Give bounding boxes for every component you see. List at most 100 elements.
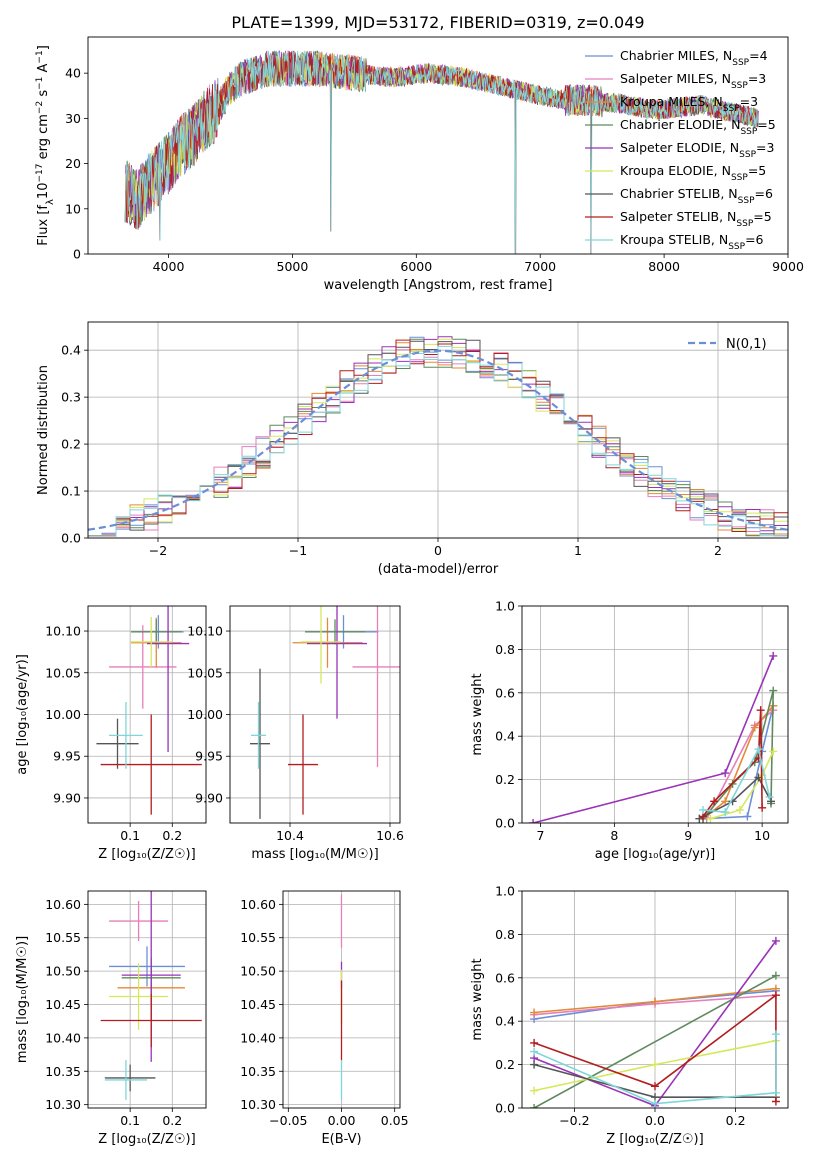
weight-series-3	[533, 974, 777, 1108]
y-tick-label: 9.95	[195, 749, 223, 764]
histogram-series-8	[88, 345, 788, 537]
axes-frame	[87, 321, 789, 539]
weight-series-2	[702, 705, 774, 820]
y-tick-label: 10.50	[45, 964, 81, 979]
errorbar-point-4	[147, 606, 190, 753]
errorbar-point-6	[250, 668, 270, 819]
y-tick-label: 0.3	[61, 390, 81, 405]
weight-marker	[769, 651, 778, 660]
weight-marker	[771, 971, 780, 980]
x-tick-label: −0.05	[269, 1113, 307, 1128]
y-tick-label: 9.90	[53, 790, 81, 805]
x-tick-label: 0.05	[381, 1113, 409, 1128]
x-tick-label: −2	[149, 543, 167, 558]
age-vs-metallicity-panel: 0.1 0.2 9.90 9.95 10.00 10.05 10.10 Z [log₁₀(Z/…	[15, 605, 207, 862]
plot-area	[100, 891, 202, 1100]
y-tick-label: 0.4	[495, 1014, 515, 1029]
y-tick-label: 10.30	[45, 1097, 81, 1112]
y-tick-label: 0.0	[495, 816, 515, 831]
axes-frame	[87, 890, 207, 1109]
y-tick-label: 40	[65, 66, 81, 81]
weight-marker	[754, 745, 763, 754]
weight-vs-metallicity-panel: −0.2 0.0 0.2 0.0 0.2 0.4 0.6 0.8 1.0 Z [log₁₀(Z/Z…	[470, 884, 789, 1147]
y-tick-label: 1.0	[495, 599, 515, 614]
errorbar-point-1	[109, 901, 169, 942]
weight-series-8	[533, 1034, 777, 1105]
x-axis-label: Z [log₁₀(Z/Z☉)]	[98, 847, 195, 862]
x-tick-label: 2	[714, 543, 722, 558]
x-tick-label: 9	[684, 828, 692, 843]
errorbar-point-6	[104, 1064, 156, 1092]
weight-marker	[651, 1082, 659, 1091]
y-tick-label: 0.4	[61, 343, 81, 358]
errorbar-point-5	[109, 963, 169, 1030]
weight-marker	[769, 747, 778, 756]
histogram-series-7	[88, 339, 788, 537]
weight-marker	[651, 1099, 659, 1108]
x-tick-label: 10.4	[276, 828, 304, 843]
weight-marker	[530, 1047, 539, 1056]
x-tick-label: 0.1	[120, 828, 140, 843]
legend-entry: Salpeter ELODIE, NSSP=3	[620, 140, 774, 160]
weight-marker	[771, 1097, 780, 1106]
weight-marker	[530, 1008, 539, 1017]
y-tick-label: 10.30	[240, 1097, 276, 1112]
y-tick-label: 10.40	[240, 1030, 276, 1045]
y-tick-label: 10.45	[240, 997, 276, 1012]
y-tick-label: 9.95	[53, 749, 81, 764]
x-axis-label: Z [log₁₀(Z/Z☉)]	[98, 1132, 195, 1147]
y-tick-label: 0.2	[495, 1057, 515, 1072]
spectrum-line-4	[124, 50, 759, 226]
y-tick-label: 10.10	[187, 624, 223, 639]
errorbar-point-8	[104, 1059, 147, 1100]
weight-marker	[721, 769, 730, 778]
legend-entry: Salpeter MILES, NSSP=3	[620, 71, 766, 91]
plot-area	[96, 606, 202, 815]
x-axis-label: E(B-V)	[321, 1132, 361, 1147]
weight-marker	[530, 1060, 539, 1069]
errorbar-point-6	[96, 718, 139, 769]
x-axis-label: Z [log₁₀(Z/Z☉)]	[606, 1132, 703, 1147]
x-tick-label: −0.2	[559, 1113, 589, 1128]
weight-marker	[743, 812, 752, 821]
legend-entry: Kroupa STELIB, NSSP=6	[620, 232, 764, 252]
weight-marker	[756, 706, 765, 715]
weight-marker	[721, 797, 730, 806]
weight-marker	[771, 1030, 780, 1039]
legend-entry: Chabrier ELODIE, NSSP=5	[620, 117, 776, 137]
weight-series-0	[702, 705, 774, 820]
plot-area	[88, 336, 788, 537]
y-tick-label: 1.0	[495, 884, 515, 899]
errorbar-point-3	[305, 619, 365, 645]
weight-marker	[530, 1038, 539, 1047]
mass-vs-metallicity-panel: 0.1 0.2 10.30 10.35 10.40 10.45 10.50 10.55 10.6…	[15, 890, 207, 1147]
y-tick-label: 0.6	[495, 970, 515, 985]
x-tick-label: 9000	[772, 259, 804, 274]
errorbar-point-8	[251, 701, 266, 769]
y-tick-label: 10	[65, 201, 81, 216]
y-axis-label: mass weight	[470, 958, 485, 1040]
weight-marker	[651, 1060, 659, 1069]
legend-entry: Kroupa ELODIE, NSSP=5	[620, 163, 766, 183]
weight-marker	[765, 792, 774, 801]
legend-entry: Chabrier MILES, NSSP=4	[620, 48, 768, 68]
errorbar-point-5	[301, 606, 341, 684]
x-tick-label: 0.00	[328, 1113, 356, 1128]
y-tick-label: 10.60	[240, 897, 276, 912]
x-tick-label: 10.6	[376, 828, 404, 843]
errorbar-point-2	[292, 617, 363, 668]
axes-frame	[282, 890, 401, 1109]
y-tick-label: 20	[65, 156, 81, 171]
age-vs-mass-panel: 10.4 10.6 9.90 9.95 10.00 10.05 10.10 mass [log…	[187, 605, 404, 862]
normal-reference-curve	[88, 349, 788, 531]
x-tick-label: 7000	[524, 259, 556, 274]
spectrum-line-7	[124, 51, 759, 254]
x-tick-label: 0.1	[120, 1113, 140, 1128]
spectrum-line-8	[124, 50, 759, 254]
errorbar-point-4	[307, 606, 367, 719]
x-tick-label: −1	[289, 543, 307, 558]
errorbar-point-0	[109, 946, 185, 987]
residual-histogram-panel: −2 −1 0 1 2 0.0 0.1 0.2 0.3 0.4 (data-model)/error…	[36, 321, 789, 577]
weight-marker	[706, 814, 715, 823]
y-tick-label: 30	[65, 111, 81, 126]
